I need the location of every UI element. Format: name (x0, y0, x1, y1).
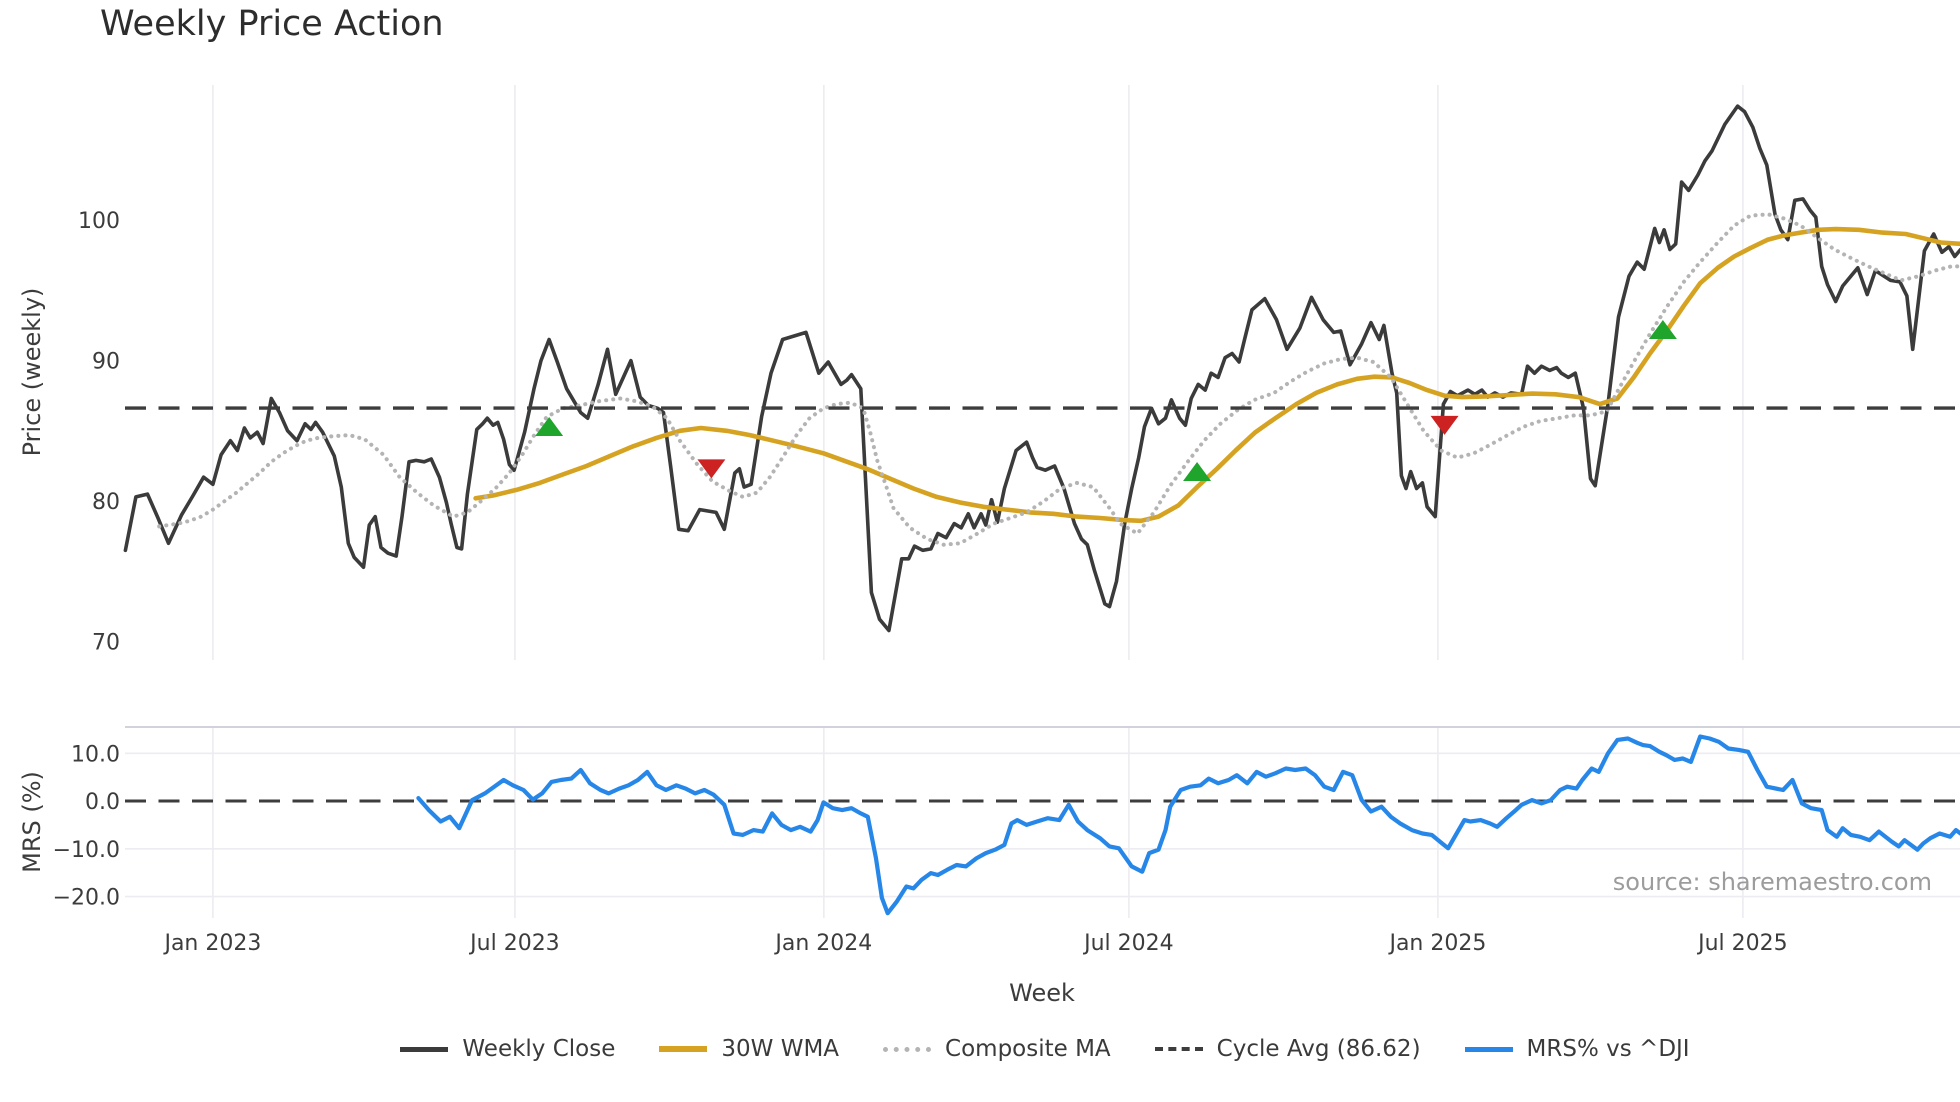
legend-item-composite-ma[interactable]: Composite MA (883, 1036, 1111, 1062)
price-y-tick-label: 70 (92, 631, 120, 656)
wma-line (473, 226, 1960, 524)
grid-layer (125, 85, 1960, 918)
mrs-y-tick-label: −20.0 (53, 886, 120, 911)
price-y-tick-label: 100 (78, 209, 120, 234)
mrs-legend-swatch (1464, 1046, 1513, 1052)
x-tick-label: Jan 2025 (1387, 931, 1486, 956)
cycle-avg-legend-label: Cycle Avg (86.62) (1216, 1036, 1421, 1062)
composite-ma-legend-swatch (883, 1046, 932, 1052)
sell-marker (1430, 415, 1459, 435)
price-axis-label: Price (weekly) (18, 287, 46, 457)
source-note: source: sharemaestro.com (1613, 868, 1932, 896)
price-y-tick-label: 80 (92, 490, 120, 515)
legend-item-weekly-close[interactable]: Weekly Close (400, 1036, 615, 1062)
series-layer (123, 104, 1960, 916)
legend: Weekly Close 30W WMA Composite MA Cycle Avg… (0, 1036, 1960, 1062)
tick-layer: Jan 2023 Jul 2023 Jan 2024 Jul 2024 Jan 2025… (53, 209, 1788, 956)
weekly-close-line (123, 104, 1960, 633)
sell-marker (697, 459, 726, 479)
x-axis-label: Week (1009, 979, 1075, 1007)
buy-marker (535, 417, 564, 437)
x-tick-label: Jul 2023 (468, 931, 560, 956)
wma-legend-label: 30W WMA (721, 1036, 840, 1062)
x-tick-label: Jan 2024 (773, 931, 872, 956)
mrs-y-tick-label: 0.0 (85, 790, 120, 815)
chart-title: Weekly Price Action (100, 4, 444, 44)
mrs-axis-label: MRS (%) (18, 771, 46, 873)
x-tick-label: Jul 2025 (1696, 931, 1788, 956)
buy-marker (1648, 320, 1677, 340)
weekly-close-legend-swatch (400, 1046, 449, 1052)
mrs-legend-label: MRS% vs ^DJI (1526, 1036, 1690, 1062)
marker-layer (535, 320, 1677, 482)
x-tick-label: Jul 2024 (1082, 931, 1174, 956)
mrs-y-tick-label: 10.0 (71, 742, 120, 767)
legend-item-wma[interactable]: 30W WMA (659, 1036, 839, 1062)
composite-ma-line (157, 212, 1960, 547)
x-tick-label: Jan 2023 (162, 931, 261, 956)
wma-legend-swatch (659, 1046, 708, 1052)
composite-ma-legend-label: Composite MA (945, 1036, 1111, 1062)
weekly-close-legend-label: Weekly Close (462, 1036, 616, 1062)
mrs-y-tick-label: −10.0 (53, 838, 120, 863)
buy-marker (1183, 462, 1212, 482)
legend-item-mrs[interactable]: MRS% vs ^DJI (1464, 1036, 1690, 1062)
legend-item-cycle-avg[interactable]: Cycle Avg (86.62) (1154, 1036, 1421, 1062)
price-y-tick-label: 90 (92, 350, 120, 375)
mrs-line (416, 734, 1960, 916)
cycle-avg-legend-swatch (1154, 1047, 1203, 1051)
